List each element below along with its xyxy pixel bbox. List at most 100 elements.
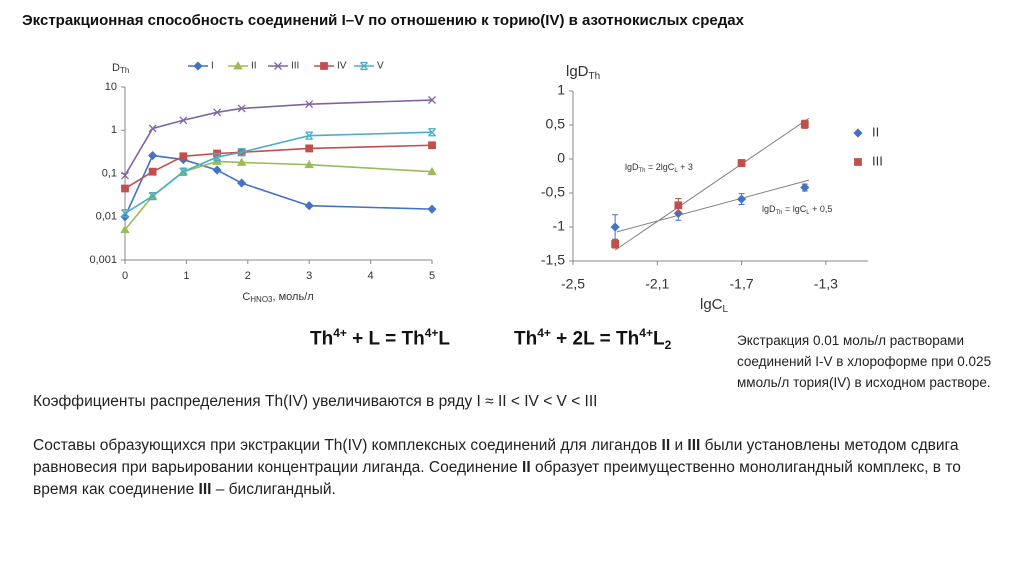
- annotation-part: = lgC: [783, 204, 807, 214]
- equation: Th4+ + L = Th4+L: [310, 326, 450, 350]
- eq-sup: 4+: [333, 326, 347, 340]
- x-label-sub: HNO3: [250, 295, 273, 304]
- legend-marker: [320, 62, 328, 70]
- x-tick-label: 4: [368, 270, 374, 282]
- data-point: [120, 224, 130, 234]
- eq-part: Th: [514, 328, 538, 350]
- eq-sub: 2: [664, 338, 672, 353]
- x-label-sub: L: [723, 304, 729, 315]
- x-tick-label: 0: [122, 270, 128, 282]
- data-point: [305, 100, 314, 109]
- data-point: [237, 178, 247, 188]
- annotation-part: + 0,5: [810, 204, 833, 214]
- note: Экстракция 0.01 моль/л растворами соедин…: [737, 333, 992, 390]
- data-point: [148, 191, 157, 201]
- paragraph-text: образует преимущественно монолигандный к…: [33, 459, 961, 498]
- data-point: [121, 171, 129, 180]
- data-point: [674, 201, 683, 210]
- series-line: [124, 154, 433, 218]
- legend-label: II: [251, 61, 257, 72]
- x-label-main: lgC: [700, 296, 723, 313]
- y-tick-label: -1,5: [541, 252, 565, 268]
- data-point: [611, 240, 620, 248]
- y-tick-label: 0,01: [96, 211, 117, 223]
- y-tick-label: 0,001: [89, 254, 117, 266]
- annotation-sub: Th: [776, 210, 783, 216]
- y-axis-label: lgDTh: [566, 63, 600, 82]
- y-label-main: D: [112, 62, 120, 74]
- data-point: [121, 184, 129, 193]
- x-tick-label: -1,3: [814, 276, 838, 292]
- legend-marker: [360, 61, 368, 71]
- paragraph-text: и: [670, 437, 688, 454]
- eq-sup: 4+: [639, 326, 653, 340]
- paragraph-text: – бислигандный.: [211, 481, 336, 498]
- data-point: [800, 120, 809, 129]
- trend-line: [614, 117, 810, 251]
- y-label-main: lgD: [566, 63, 589, 80]
- x-axis-label: lgCL: [700, 296, 729, 315]
- y-label-sub: Th: [120, 66, 129, 75]
- bold-text: III: [687, 437, 701, 454]
- data-point: [427, 166, 437, 176]
- data-point: [213, 152, 222, 162]
- data-point: [148, 167, 157, 176]
- data-point: [179, 152, 188, 161]
- data-point: [610, 222, 620, 232]
- x-label-main: C: [242, 291, 250, 303]
- annotation-part: + 3: [678, 162, 693, 172]
- paragraph-text: были установлены методом сдвига равновес…: [33, 437, 959, 476]
- legend-label: IV: [337, 61, 347, 72]
- trend-line: [617, 179, 810, 233]
- data-point: [236, 157, 247, 166]
- paragraph: Составы образующихся при экстракции Th(I…: [33, 435, 993, 501]
- x-axis-label: CHNO3, моль/л: [242, 291, 313, 304]
- y-tick-label: 0,1: [102, 167, 117, 179]
- data-point: [305, 131, 314, 140]
- paragraph-text: Составы образующихся при экстракции Th(I…: [33, 437, 662, 454]
- y-tick-label: 0,5: [546, 116, 566, 132]
- paragraph: Коэффициенты распределения Th(IV) увелич…: [33, 391, 993, 413]
- eq-sup: 4+: [424, 326, 439, 340]
- data-point: [213, 108, 222, 117]
- x-label-unit: , моль/л: [273, 291, 314, 303]
- legend-marker: [854, 158, 862, 166]
- legend-label: III: [291, 61, 299, 72]
- data-point: [800, 182, 810, 193]
- legend-label: II: [872, 124, 879, 139]
- annotation-part: lgD: [625, 162, 639, 172]
- eq-part: Th: [310, 328, 334, 350]
- legend-marker: [853, 128, 863, 138]
- legend-marker: [193, 61, 203, 71]
- eq-part: L: [652, 328, 665, 350]
- annotation-part: lgD: [762, 204, 776, 214]
- data-point: [304, 201, 314, 211]
- equation: Th4+ + 2L = Th4+L2: [514, 326, 671, 352]
- annotation-part: = 2lgC: [646, 162, 675, 172]
- bold-text: III: [198, 481, 212, 498]
- data-point: [148, 150, 158, 161]
- eq-part: L: [438, 328, 450, 350]
- bold-text: II: [661, 437, 671, 454]
- eq-part: + 2L = Th: [550, 328, 640, 350]
- data-point: [237, 148, 246, 157]
- data-point: [237, 104, 246, 113]
- y-tick-label: -1: [553, 218, 566, 234]
- trend-annotation: lgDTh = 2lgCL + 3: [625, 162, 693, 173]
- y-tick-label: 10: [105, 81, 117, 93]
- y-tick-label: 0: [557, 150, 565, 166]
- x-tick-label: 3: [306, 270, 312, 282]
- x-tick-label: 1: [183, 270, 189, 282]
- y-axis-label: DTh: [112, 62, 129, 75]
- data-point: [212, 165, 222, 175]
- x-tick-label: -2,5: [561, 276, 585, 292]
- legend-marker: [274, 62, 282, 70]
- legend-label: V: [377, 61, 384, 72]
- y-tick-label: 1: [111, 124, 117, 136]
- eq-sup: 4+: [537, 326, 551, 340]
- data-point: [737, 159, 746, 167]
- eq-part: + L = Th: [346, 328, 425, 350]
- x-tick-label: -1,7: [730, 276, 754, 292]
